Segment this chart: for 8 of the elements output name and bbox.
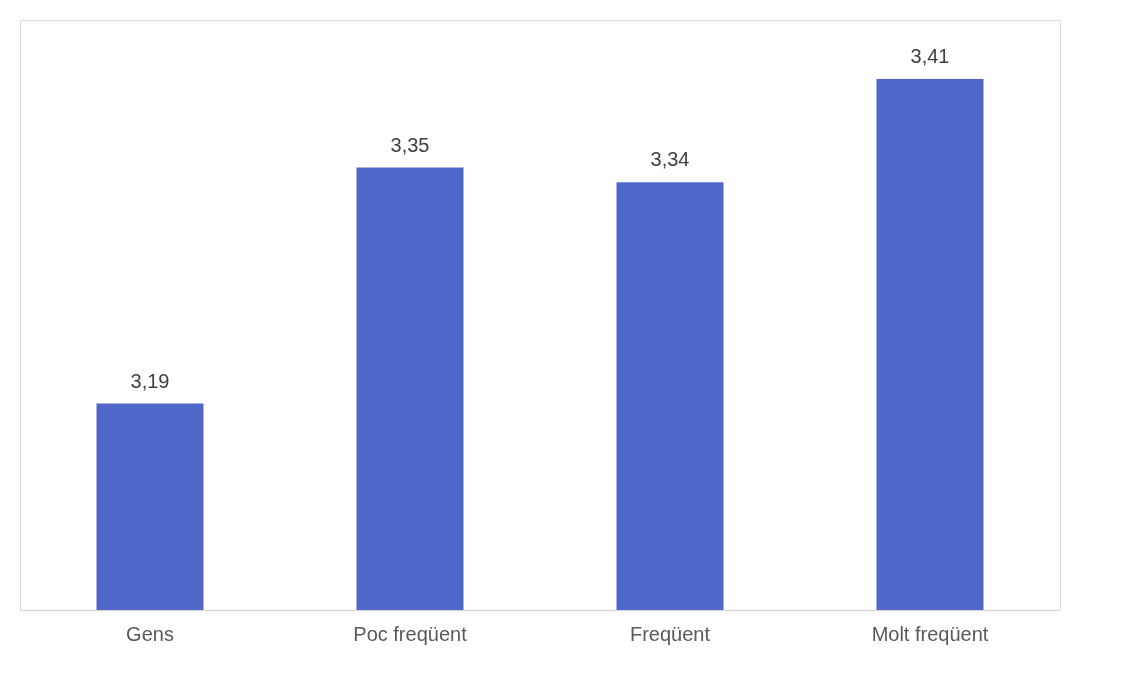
x-tick-label: Gens	[126, 622, 174, 645]
data-label: 3,34	[650, 148, 690, 171]
data-label: 3,19	[130, 369, 170, 392]
x-tick-label: Freqüent	[629, 622, 711, 645]
x-tick-label: Molt freqüent	[871, 622, 989, 645]
data-label: 3,41	[910, 45, 950, 67]
data-label: 3,35	[390, 133, 430, 156]
x-tick-label: Poc freqüent	[353, 622, 468, 645]
